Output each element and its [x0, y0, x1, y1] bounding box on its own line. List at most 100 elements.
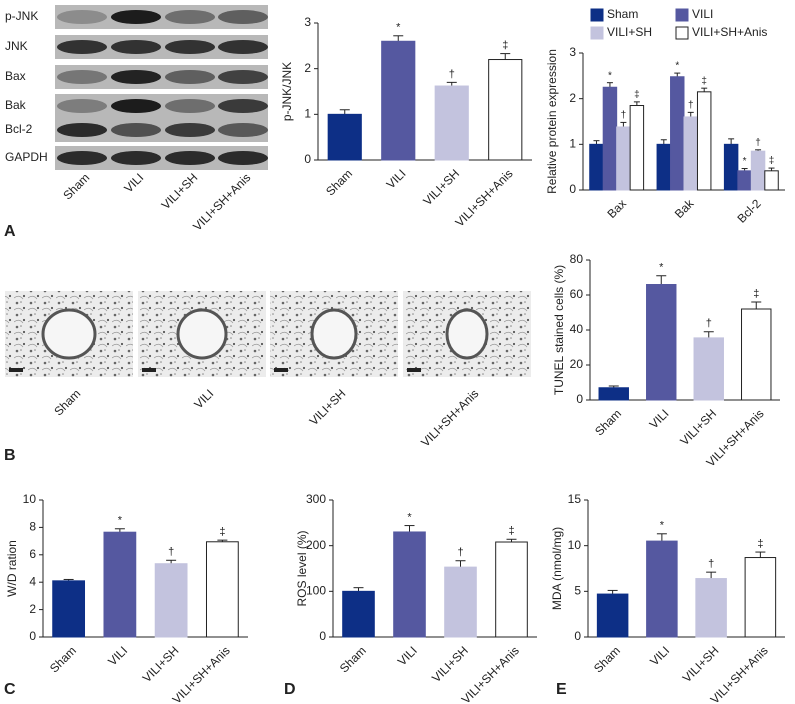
x-tick-label: VILI: [395, 643, 420, 668]
blot-band: [218, 151, 268, 165]
blot-band-label: JNK: [5, 39, 28, 53]
x-tick-label: VILI+SH: [140, 643, 182, 685]
blot-band: [218, 10, 268, 24]
bar: [154, 563, 188, 638]
x-tick-label: VILI+SH+Anis: [452, 166, 515, 229]
significance-marker: *: [608, 70, 612, 81]
x-tick-label: Bax: [605, 196, 630, 221]
blot-band: [57, 123, 107, 137]
panel-label: E: [556, 681, 567, 698]
bar: [656, 143, 672, 191]
significance-marker: *: [118, 515, 123, 527]
blot-band-label: Bak: [5, 98, 27, 112]
x-tick-label: VILI+SH: [420, 166, 462, 208]
blot-band: [57, 70, 107, 84]
y-tick-label: 8: [29, 520, 36, 534]
y-axis-label: p-JNK/JNK: [280, 62, 294, 121]
significance-marker: *: [407, 511, 412, 523]
y-axis-label: W/D ration: [5, 540, 19, 597]
blot-lane-label: VILI+SH: [159, 170, 201, 212]
vessel: [176, 308, 228, 360]
bar: [342, 590, 375, 638]
bar: [646, 284, 677, 401]
scale-bar: [9, 368, 23, 372]
vessel: [41, 308, 97, 360]
x-tick-label: Sham: [323, 166, 355, 198]
bar: [327, 113, 362, 161]
bar: [693, 337, 724, 401]
bar: [629, 105, 645, 191]
bar: [744, 557, 777, 638]
significance-marker: ‡: [219, 526, 225, 538]
blot-band: [111, 70, 161, 84]
bar: [741, 308, 772, 401]
y-tick-label: 0: [576, 392, 583, 406]
blot-band: [165, 40, 215, 54]
bar: [683, 116, 698, 191]
y-tick-label: 3: [304, 15, 311, 29]
x-tick-label: VILI: [105, 643, 130, 668]
blot-band-label: Bax: [5, 69, 26, 83]
legend-label: VILI: [692, 7, 713, 21]
significance-marker: †: [449, 68, 455, 80]
bar: [589, 143, 604, 191]
significance-marker: †: [168, 546, 174, 558]
legend-label: VILI+SH: [607, 25, 652, 39]
y-tick-label: 10: [568, 538, 582, 552]
significance-marker: *: [660, 520, 665, 532]
blot-band: [218, 123, 268, 137]
bar: [750, 150, 766, 191]
blot-band: [111, 10, 161, 24]
bar: [205, 541, 239, 638]
bar: [670, 76, 685, 191]
blot-band: [111, 99, 161, 113]
y-tick-label: 5: [574, 584, 581, 598]
significance-marker: †: [688, 100, 694, 111]
bar: [393, 531, 426, 638]
x-tick-label: Sham: [591, 643, 623, 675]
y-tick-label: 20: [570, 357, 584, 371]
bar: [52, 580, 86, 638]
blot-band: [111, 40, 161, 54]
bar: [602, 86, 618, 191]
significance-marker: †: [708, 558, 714, 570]
y-axis-label: TUNEL stained cells (%): [552, 265, 566, 395]
y-tick-label: 60: [570, 287, 584, 301]
blot-band: [165, 70, 215, 84]
bar: [444, 566, 477, 638]
blot-band: [165, 151, 215, 165]
bar: [598, 387, 629, 401]
y-axis-label: Relative protein expression: [545, 49, 559, 194]
y-tick-label: 2: [304, 61, 311, 75]
blot-lane-label: VILI: [121, 170, 146, 195]
x-tick-label: Bak: [672, 196, 697, 221]
x-tick-label: VILI: [647, 406, 672, 431]
blot-band-label: Bcl-2: [5, 122, 33, 136]
panel-label: B: [4, 447, 16, 464]
scale-bar: [142, 368, 156, 372]
y-axis-label: MDA (nmol/mg): [550, 527, 564, 610]
bar: [696, 91, 712, 191]
blot-band: [111, 123, 161, 137]
x-tick-label: Bcl-2: [734, 196, 763, 225]
x-tick-label: VILI+SH: [680, 643, 722, 685]
bar: [495, 541, 528, 638]
bar: [764, 170, 779, 191]
significance-marker: ‡: [769, 156, 775, 167]
bar: [646, 540, 678, 638]
micrograph-label: VILI: [191, 386, 216, 411]
legend-swatch: [590, 26, 604, 40]
blot-band: [111, 151, 161, 165]
significance-marker: ‡: [753, 288, 759, 300]
blot-band: [165, 10, 215, 24]
blot-band: [57, 99, 107, 113]
significance-marker: ‡: [502, 40, 508, 52]
y-tick-label: 2: [569, 91, 576, 105]
legend-label: VILI+SH+Anis: [692, 25, 767, 39]
bar: [723, 143, 739, 191]
blot-band: [218, 40, 268, 54]
significance-marker: *: [743, 156, 747, 167]
y-tick-label: 0: [29, 629, 36, 643]
